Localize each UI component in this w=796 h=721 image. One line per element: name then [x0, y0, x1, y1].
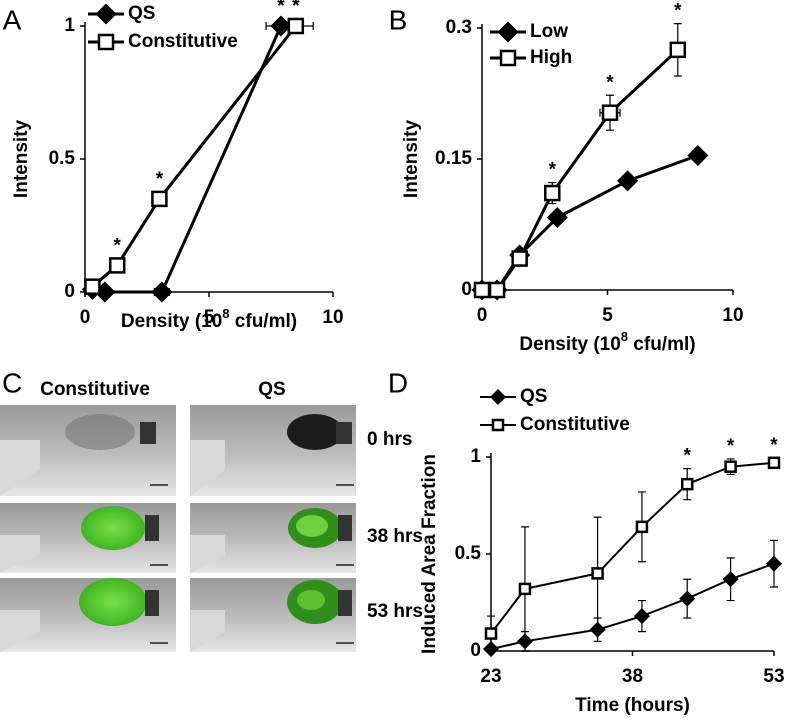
column-header: QS — [258, 379, 285, 400]
image-panel: C Constitutive QS — [0, 367, 423, 652]
panel-label: A — [3, 4, 22, 35]
x-tick-label: 38 — [622, 666, 643, 687]
legend-marker — [497, 21, 519, 43]
marker — [633, 608, 650, 625]
significance-mark: * — [277, 0, 285, 17]
micrograph — [0, 503, 176, 573]
panel-label: D — [388, 367, 408, 398]
marker — [679, 590, 696, 607]
x-tick-label: 10 — [322, 307, 343, 328]
marker — [151, 190, 168, 208]
legend-label: QS — [128, 3, 155, 24]
legend-label: High — [530, 47, 572, 68]
y-tick-label: 1 — [470, 446, 481, 467]
micrograph — [0, 405, 176, 496]
y-axis-label: Induced Area Fraction — [419, 454, 440, 654]
y-tick-label: 0 — [64, 281, 75, 302]
marker — [635, 520, 649, 534]
marker — [669, 41, 687, 59]
row-label: 53 hrs — [367, 601, 423, 622]
legend-marker — [491, 418, 505, 432]
marker — [722, 571, 739, 588]
legend-label: QS — [520, 386, 547, 407]
marker — [591, 567, 604, 580]
x-tick-label: 23 — [480, 666, 501, 687]
series-line — [482, 154, 699, 292]
x-tick-label: 5 — [602, 305, 613, 326]
y-tick-label: 1 — [64, 15, 75, 36]
y-tick-label: 0.5 — [49, 148, 76, 169]
marker — [617, 170, 639, 192]
row-label: 0 hrs — [367, 429, 412, 450]
significance-mark: * — [727, 436, 735, 457]
marker — [767, 456, 781, 470]
significance-mark: * — [292, 0, 300, 17]
y-axis-label: Intensity — [11, 120, 32, 199]
marker — [484, 627, 498, 640]
y-axis-label: Intensity — [401, 120, 422, 199]
panel-label: B — [389, 4, 408, 35]
significance-mark: * — [684, 446, 692, 467]
column-header: Constitutive — [40, 379, 150, 400]
y-tick-label: 0 — [461, 279, 472, 300]
legend-label: Constitutive — [520, 414, 630, 435]
x-tick-label: 5 — [204, 307, 215, 328]
x-tick-label: 0 — [80, 307, 91, 328]
y-tick-label: 0.3 — [446, 17, 472, 38]
micrograph — [190, 503, 356, 573]
marker — [287, 17, 305, 35]
significance-mark: * — [549, 160, 557, 181]
legend-marker — [95, 3, 117, 25]
x-axis-label: Density (108 cfu/ml) — [519, 329, 695, 355]
marker — [601, 104, 619, 121]
marker — [687, 144, 709, 167]
legend-marker — [97, 33, 115, 51]
x-axis-label-part: 8 — [621, 329, 628, 344]
y-tick-label: 0.5 — [455, 543, 482, 564]
x-axis-label-part: Density (10 — [519, 334, 620, 355]
significance-mark: * — [156, 169, 164, 190]
legend-label: Constitutive — [128, 31, 238, 52]
legend-marker — [499, 49, 517, 67]
x-axis-label-part: Density (10 — [121, 311, 222, 332]
significance-mark: * — [770, 435, 778, 456]
legend-label: Low — [530, 21, 568, 42]
marker — [544, 184, 561, 202]
micrograph — [190, 578, 356, 652]
significance-mark: * — [674, 1, 682, 22]
marker — [473, 281, 491, 299]
marker — [84, 278, 101, 295]
marker — [518, 582, 532, 596]
significance-mark: * — [114, 235, 122, 256]
row-label: 38 hrs — [367, 526, 423, 547]
legend-marker — [489, 388, 507, 406]
significance-mark: * — [606, 72, 614, 93]
x-tick-label: 10 — [722, 305, 743, 326]
series-line — [91, 25, 297, 288]
marker — [511, 250, 528, 267]
y-tick-label: 0 — [470, 640, 481, 661]
panel-label: C — [2, 367, 22, 398]
x-axis-label-part: 8 — [222, 306, 229, 321]
marker — [108, 257, 126, 274]
x-axis-label-part: cfu/ml) — [230, 311, 298, 332]
x-axis-label: Density (108 cfu/ml) — [121, 306, 297, 332]
x-tick-label: 53 — [763, 666, 784, 687]
x-axis-label-part: cfu/ml) — [628, 334, 696, 355]
micrograph — [190, 405, 356, 496]
marker — [151, 281, 173, 303]
micrograph — [0, 578, 176, 652]
marker — [680, 477, 694, 491]
series-line — [490, 461, 775, 635]
x-tick-label: 0 — [477, 305, 488, 326]
y-tick-label: 0.15 — [435, 148, 472, 169]
marker — [765, 555, 783, 572]
marker — [488, 281, 506, 299]
x-axis-label: Time (hours) — [575, 695, 690, 716]
marker — [724, 460, 737, 473]
marker — [546, 206, 568, 229]
